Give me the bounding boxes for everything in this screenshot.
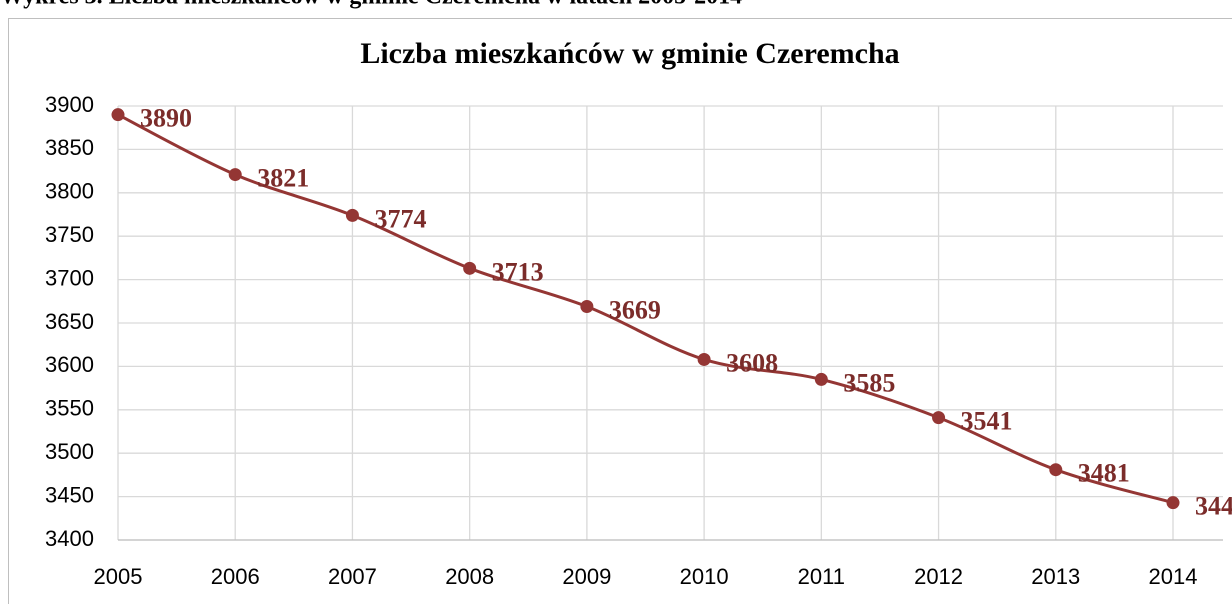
y-tick-label: 3750 bbox=[45, 222, 94, 247]
x-tick-label: 2013 bbox=[1031, 564, 1080, 589]
y-tick-label: 3550 bbox=[45, 396, 94, 421]
x-tick-label: 2006 bbox=[211, 564, 260, 589]
y-tick-label: 3800 bbox=[45, 179, 94, 204]
x-tick-label: 2007 bbox=[328, 564, 377, 589]
data-label: 3713 bbox=[492, 257, 544, 286]
y-tick-label: 3450 bbox=[45, 482, 94, 507]
x-tick-label: 2014 bbox=[1149, 564, 1198, 589]
y-tick-label: 3500 bbox=[45, 439, 94, 464]
x-tick-label: 2009 bbox=[562, 564, 611, 589]
y-tick-label: 3700 bbox=[45, 265, 94, 290]
data-label: 3821 bbox=[257, 164, 309, 193]
y-tick-label: 3400 bbox=[45, 526, 94, 551]
data-point bbox=[814, 372, 828, 386]
x-tick-label: 2010 bbox=[680, 564, 729, 589]
data-label: 3774 bbox=[374, 204, 426, 233]
data-label: 3585 bbox=[843, 368, 895, 397]
y-tick-label: 3900 bbox=[45, 92, 94, 117]
data-point bbox=[1049, 463, 1063, 477]
data-label: 3890 bbox=[140, 104, 192, 133]
y-tick-label: 3650 bbox=[45, 309, 94, 334]
x-tick-label: 2012 bbox=[914, 564, 963, 589]
data-label: 3608 bbox=[726, 348, 778, 377]
chart-title: Liczba mieszkańców w gminie Czeremcha bbox=[360, 37, 899, 70]
data-point bbox=[932, 411, 946, 425]
x-tick-label: 2011 bbox=[798, 564, 845, 589]
caption: Wykres 3. Liczba mieszkańców w gminie Cz… bbox=[0, 0, 742, 10]
data-label: 3481 bbox=[1078, 459, 1130, 488]
x-tick-label: 2005 bbox=[94, 564, 143, 589]
data-label: 3669 bbox=[609, 295, 661, 324]
data-label: 3443 bbox=[1195, 492, 1232, 521]
chart-border bbox=[8, 18, 1232, 604]
x-tick-label: 2008 bbox=[445, 564, 494, 589]
data-point bbox=[345, 208, 359, 222]
y-tick-label: 3600 bbox=[45, 352, 94, 377]
data-point bbox=[111, 108, 125, 122]
data-point bbox=[228, 168, 242, 182]
data-point bbox=[697, 352, 711, 366]
data-point bbox=[1166, 496, 1180, 510]
data-line bbox=[117, 113, 1174, 505]
data-point bbox=[580, 300, 594, 314]
y-tick-label: 3850 bbox=[45, 135, 94, 160]
data-point bbox=[463, 261, 477, 275]
data-label: 3541 bbox=[961, 407, 1013, 436]
